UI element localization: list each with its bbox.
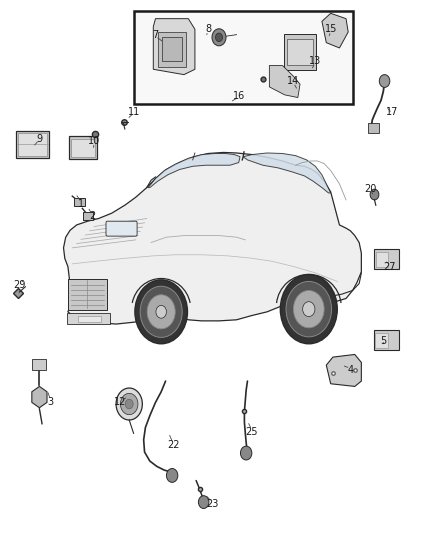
Text: 12: 12: [114, 398, 127, 407]
Circle shape: [303, 302, 315, 317]
Text: 3: 3: [47, 398, 53, 407]
Circle shape: [156, 305, 166, 318]
FancyBboxPatch shape: [374, 330, 399, 350]
Polygon shape: [120, 393, 138, 415]
FancyBboxPatch shape: [376, 252, 388, 266]
Text: 16: 16: [233, 91, 245, 101]
Circle shape: [286, 281, 332, 337]
Polygon shape: [153, 19, 195, 75]
Text: 1: 1: [78, 199, 84, 208]
FancyBboxPatch shape: [83, 212, 93, 220]
Text: 11: 11: [127, 107, 140, 117]
Circle shape: [198, 496, 209, 508]
Circle shape: [215, 33, 223, 42]
FancyBboxPatch shape: [67, 313, 110, 324]
Text: 29: 29: [14, 280, 26, 290]
FancyBboxPatch shape: [68, 279, 107, 310]
FancyBboxPatch shape: [32, 359, 46, 370]
FancyBboxPatch shape: [374, 249, 399, 269]
Text: 17: 17: [386, 107, 398, 117]
Polygon shape: [116, 388, 142, 420]
FancyBboxPatch shape: [18, 133, 47, 156]
FancyBboxPatch shape: [287, 39, 313, 65]
FancyBboxPatch shape: [134, 11, 353, 104]
Text: 25: 25: [246, 427, 258, 437]
Text: 10: 10: [88, 136, 100, 146]
Polygon shape: [125, 399, 133, 409]
FancyBboxPatch shape: [368, 123, 379, 133]
Polygon shape: [148, 154, 240, 188]
Circle shape: [135, 280, 187, 344]
FancyBboxPatch shape: [78, 316, 101, 322]
Circle shape: [379, 75, 390, 87]
Text: 14: 14: [287, 76, 300, 86]
Text: 2: 2: [89, 212, 95, 221]
Circle shape: [212, 29, 226, 46]
Polygon shape: [32, 386, 47, 408]
Text: 13: 13: [309, 56, 321, 66]
Text: 8: 8: [205, 25, 211, 34]
FancyBboxPatch shape: [162, 37, 182, 61]
Text: 27: 27: [384, 262, 396, 271]
Circle shape: [293, 290, 324, 328]
FancyBboxPatch shape: [16, 131, 49, 158]
Text: 9: 9: [36, 134, 42, 143]
Circle shape: [280, 274, 337, 344]
FancyBboxPatch shape: [284, 34, 316, 70]
FancyBboxPatch shape: [69, 136, 97, 159]
Polygon shape: [243, 153, 331, 193]
Circle shape: [147, 295, 175, 329]
Text: 20: 20: [364, 184, 376, 194]
FancyBboxPatch shape: [106, 221, 137, 236]
Text: 23: 23: [206, 499, 219, 508]
Polygon shape: [64, 152, 361, 324]
Polygon shape: [269, 66, 300, 98]
FancyBboxPatch shape: [158, 32, 186, 67]
Circle shape: [370, 189, 379, 200]
Polygon shape: [326, 354, 361, 386]
FancyBboxPatch shape: [71, 139, 95, 157]
Text: 22: 22: [167, 440, 179, 450]
Circle shape: [240, 446, 252, 460]
Circle shape: [166, 469, 178, 482]
FancyBboxPatch shape: [74, 198, 85, 206]
Text: 5: 5: [380, 336, 386, 346]
FancyBboxPatch shape: [375, 333, 388, 348]
Text: 15: 15: [325, 25, 337, 34]
Polygon shape: [322, 13, 348, 48]
Text: 4: 4: [347, 366, 353, 375]
Text: 7: 7: [152, 30, 159, 39]
Circle shape: [140, 286, 182, 337]
